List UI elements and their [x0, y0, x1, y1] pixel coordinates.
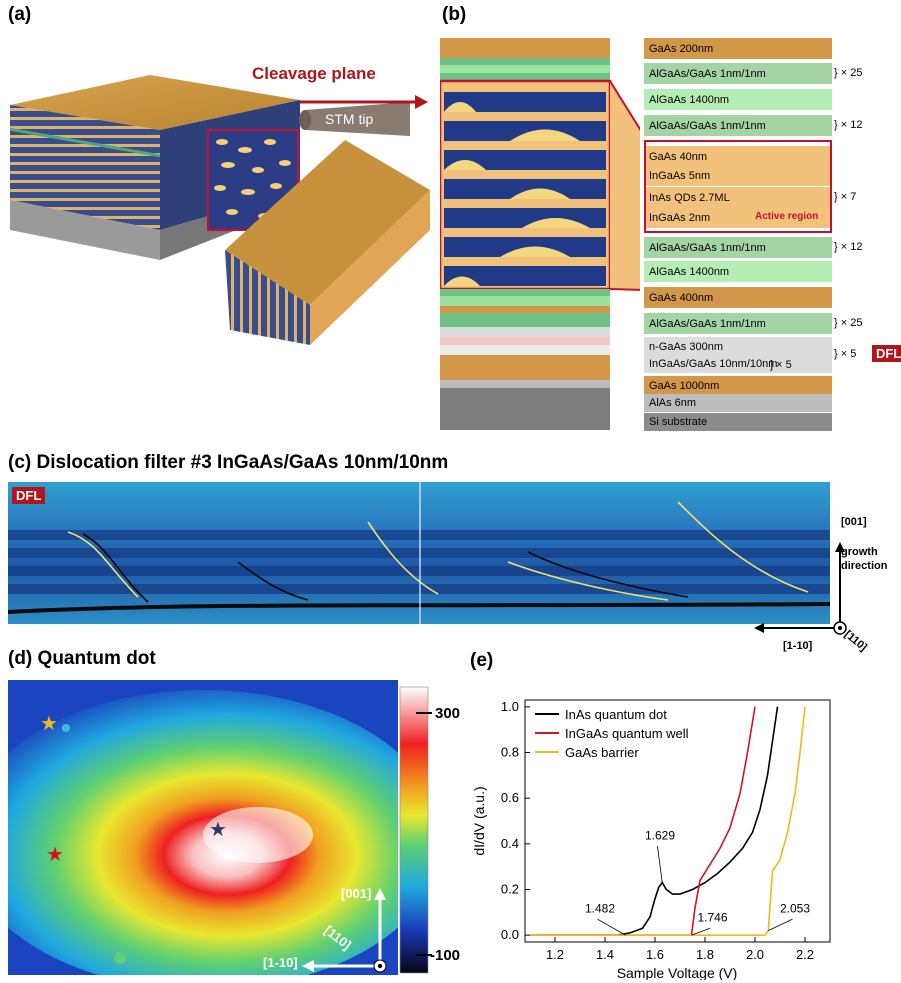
dfl-badge-c: DFL — [12, 487, 46, 504]
svg-text:★: ★ — [46, 842, 64, 866]
panel-a-label: (a) — [8, 4, 32, 25]
svg-text:★: ★ — [40, 711, 58, 735]
layer-item: AlGaAs/GaAs 1nm/1nm — [644, 237, 832, 258]
layer-item: GaAs 200nm — [644, 38, 832, 59]
cleavage-plane-label: Cleavage plane — [252, 64, 376, 83]
direction-label: direction — [841, 560, 888, 572]
layer-item: GaAs 1000nm — [644, 376, 832, 395]
legend-label: InGaAs quantum well — [565, 726, 689, 741]
colorbar-min-label: -100 — [430, 947, 461, 964]
layer-item: InGaAs/GaAs 10nm/10nm — [644, 355, 832, 373]
axis-1m10-label-d: [1-10] — [263, 955, 298, 970]
layer-multiplier: } × 7 — [834, 190, 857, 203]
active-region-label: Active region — [755, 211, 819, 222]
layer-item: GaAs 400nm — [644, 287, 832, 308]
y-tick-label: 1.0 — [501, 699, 519, 714]
annotation-leader — [657, 846, 663, 883]
panel-b-label: (b) — [442, 4, 467, 25]
annotation-label: 2.053 — [780, 901, 810, 915]
dfl-badge-b: DFL — [872, 345, 901, 362]
stm-image-dislocation-filter — [8, 482, 830, 624]
annotation-leader — [691, 927, 711, 936]
x-tick-label: 1.2 — [546, 947, 564, 962]
layer-item: AlGaAs/GaAs 1nm/1nm — [644, 115, 832, 136]
layer-item: InGaAs 2nm — [644, 207, 832, 228]
annotation-leader — [768, 918, 793, 931]
x-tick-label: 2.2 — [796, 947, 814, 962]
annotation-label: 1.482 — [585, 901, 615, 915]
y-tick-label: 0.4 — [501, 836, 519, 851]
layer-multiplier: } × 12 — [834, 118, 863, 131]
layer-item: InGaAs 5nm — [644, 165, 832, 186]
layer-item: AlGaAs/GaAs 1nm/1nm — [644, 63, 832, 84]
series-line — [530, 706, 779, 936]
y-tick-label: 0.2 — [501, 881, 519, 896]
colorbar — [399, 686, 432, 974]
axis-1m10-label-c: [1-10] — [783, 640, 813, 652]
layer-item: AlGaAs/GaAs 1nm/1nm — [644, 313, 832, 334]
y-tick-label: 0.6 — [501, 790, 519, 805]
annotation-label: 1.629 — [645, 828, 675, 842]
active-region-box — [644, 140, 832, 233]
panel-c-label: (c) Dislocation filter #3 InGaAs/GaAs 10… — [8, 452, 449, 473]
x-tick-label: 1.6 — [646, 947, 664, 962]
svg-text:★: ★ — [209, 817, 227, 841]
layer-stack-schematic — [440, 38, 640, 430]
series-line — [530, 706, 806, 936]
layer-item: AlAs 6nm — [644, 394, 832, 412]
x-tick-label: 1.4 — [596, 947, 614, 962]
heterostructure-3d-illustration — [10, 75, 430, 345]
legend-label: InAs quantum dot — [565, 707, 667, 722]
layer-multiplier: } × 25 — [834, 66, 863, 79]
y-tick-label: 0.8 — [501, 745, 519, 760]
panel-d-label: (d) Quantum dot — [8, 648, 156, 669]
axis-001-label-d: [001] — [341, 886, 372, 901]
outer-multiplier: } × 5 — [834, 348, 857, 360]
stm-tip-label: STM tip — [325, 111, 374, 127]
axis-001-label: [001] — [841, 516, 867, 528]
layer-multiplier: } × 25 — [834, 316, 863, 329]
x-axis-label: Sample Voltage (V) — [617, 965, 738, 980]
layer-item: GaAs 40nm — [644, 146, 832, 167]
colorbar-max-label: 300 — [435, 705, 461, 722]
y-axis-label: dI/dV (a.u.) — [471, 786, 487, 855]
inner-multiplier: ] × 5 — [770, 359, 792, 371]
y-tick-label: 0.0 — [501, 927, 519, 942]
panel-e-label: (e) — [470, 650, 494, 671]
layer-item: AlGaAs 1400nm — [644, 89, 832, 110]
growth-label: growth — [841, 546, 878, 558]
layer-item: n-GaAs 300nm — [644, 337, 832, 357]
legend-label: GaAs barrier — [565, 745, 639, 760]
annotation-leader — [597, 918, 626, 936]
x-tick-label: 2.0 — [746, 947, 764, 962]
annotation-label: 1.746 — [698, 910, 728, 924]
layer-item: Si substrate — [644, 413, 832, 431]
layer-item: AlGaAs 1400nm — [644, 261, 832, 282]
layer-multiplier: } × 12 — [834, 240, 863, 253]
x-tick-label: 1.8 — [696, 947, 714, 962]
plot-area — [524, 699, 831, 943]
axis-arrows-c — [754, 542, 847, 635]
layer-item: InAs QDs 2.7ML — [644, 187, 832, 208]
quantum-dot-stm-map: ★ ★ ★ — [8, 680, 398, 975]
sts-spectra-chart: 1.2 1.4 1.6 1.8 2.0 2.2 0.0 0.2 0.4 0.6 0.8 1.0 InA… — [471, 699, 831, 980]
cleavage-arrow — [300, 95, 428, 109]
